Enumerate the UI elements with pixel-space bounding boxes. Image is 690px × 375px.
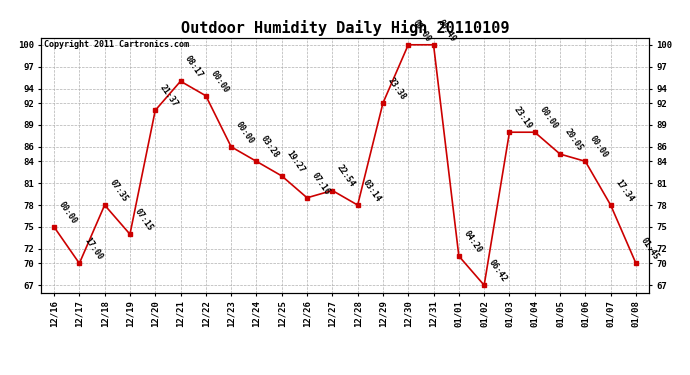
Text: 00:00: 00:00 xyxy=(588,134,610,160)
Text: 00:00: 00:00 xyxy=(208,69,230,94)
Text: 00:00: 00:00 xyxy=(411,18,433,44)
Text: 07:15: 07:15 xyxy=(132,207,155,233)
Text: 01:45: 01:45 xyxy=(639,236,660,262)
Text: 08:17: 08:17 xyxy=(184,54,205,80)
Text: 17:00: 17:00 xyxy=(82,236,104,262)
Text: Copyright 2011 Cartronics.com: Copyright 2011 Cartronics.com xyxy=(44,40,190,49)
Text: 19:27: 19:27 xyxy=(284,149,306,174)
Text: 03:28: 03:28 xyxy=(259,134,281,160)
Text: 07:16: 07:16 xyxy=(310,171,331,196)
Title: Outdoor Humidity Daily High 20110109: Outdoor Humidity Daily High 20110109 xyxy=(181,20,509,36)
Text: 00:00: 00:00 xyxy=(234,120,255,146)
Text: 00:00: 00:00 xyxy=(538,105,559,131)
Text: 21:37: 21:37 xyxy=(158,83,179,109)
Text: 03:14: 03:14 xyxy=(360,178,382,204)
Text: 23:38: 23:38 xyxy=(386,76,407,102)
Text: 00:49: 00:49 xyxy=(436,18,458,44)
Text: 20:05: 20:05 xyxy=(563,127,584,153)
Text: 17:34: 17:34 xyxy=(613,178,635,204)
Text: 00:00: 00:00 xyxy=(57,200,79,225)
Text: 23:19: 23:19 xyxy=(512,105,534,131)
Text: 22:54: 22:54 xyxy=(335,164,357,189)
Text: 06:42: 06:42 xyxy=(487,258,509,284)
Text: 07:35: 07:35 xyxy=(108,178,129,204)
Text: 04:20: 04:20 xyxy=(462,229,483,255)
